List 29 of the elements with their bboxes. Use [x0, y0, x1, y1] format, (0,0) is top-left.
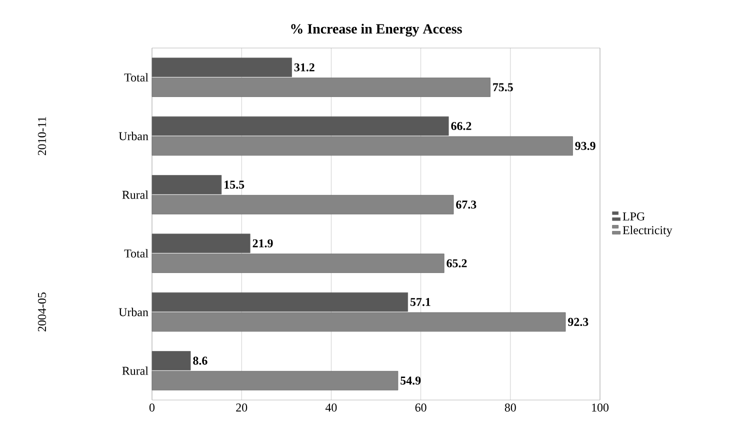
- data-label: 57.1: [410, 298, 430, 306]
- x-tick-label: 80: [504, 404, 516, 412]
- y-tick-label: Urban: [118, 308, 148, 316]
- y-tick-label: Total: [124, 249, 148, 258]
- data-label: 54.9: [400, 376, 421, 385]
- legend-label: LPG: [622, 212, 645, 220]
- data-label: 65.2: [446, 259, 467, 268]
- x-tick-label: 60: [415, 404, 426, 412]
- chart-title: % Increase in Energy Access: [291, 24, 462, 37]
- x-tick-label: 20: [236, 404, 248, 412]
- data-label: 93.9: [575, 142, 596, 150]
- data-label: 15.5: [224, 180, 244, 189]
- text: 2004-05: [38, 292, 46, 332]
- legend-label: Electricity: [622, 226, 672, 237]
- x-tick-label: 100: [592, 404, 609, 412]
- data-label: 66.2: [451, 122, 472, 130]
- data-label: 31.2: [294, 63, 314, 72]
- y-tick-label: Rural: [122, 366, 148, 375]
- y-tick-label: Total: [124, 73, 148, 82]
- data-label: 92.3: [568, 318, 588, 326]
- text: 2010-11: [38, 117, 46, 156]
- data-label: 21.9: [252, 239, 273, 248]
- x-tick-label: 0: [149, 404, 155, 412]
- data-label: 8.6: [193, 356, 208, 365]
- data-label: 75.5: [493, 83, 513, 92]
- y-tick-label: Urban: [118, 132, 148, 140]
- y-tick-label: Rural: [122, 190, 148, 199]
- data-label: 67.3: [456, 200, 476, 209]
- x-tick-label: 40: [325, 404, 337, 412]
